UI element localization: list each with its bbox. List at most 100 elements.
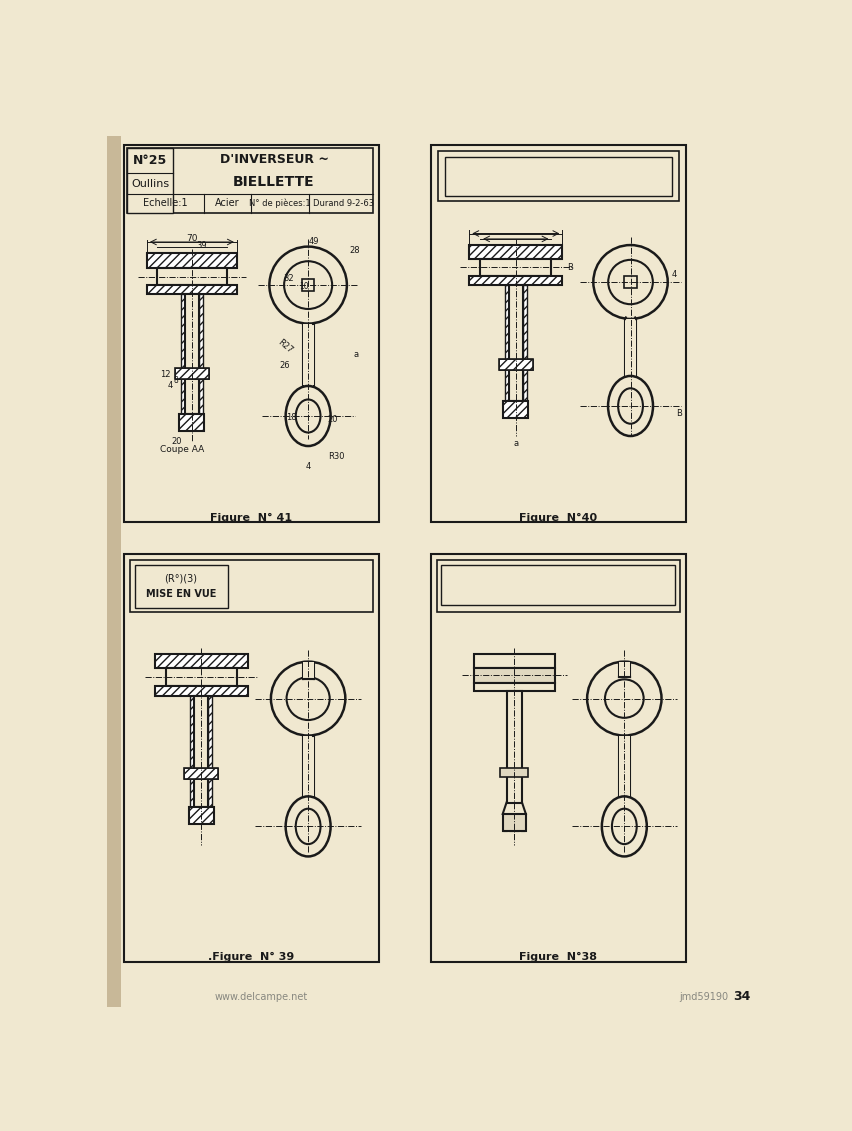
Text: 28: 28 — [349, 245, 360, 254]
Text: (R°)(3): (R°)(3) — [164, 573, 198, 584]
Bar — [194, 696, 208, 808]
Bar — [154, 687, 247, 696]
Bar — [208, 696, 212, 808]
Text: 49: 49 — [308, 238, 320, 247]
Text: 18: 18 — [285, 413, 296, 422]
Bar — [124, 145, 379, 523]
Bar — [480, 259, 551, 276]
Bar — [444, 157, 671, 196]
Bar — [147, 285, 237, 294]
Bar — [154, 654, 247, 667]
Text: 39: 39 — [196, 241, 206, 250]
Circle shape — [286, 677, 330, 720]
Bar — [127, 148, 173, 214]
Bar — [438, 152, 678, 201]
Bar — [147, 252, 237, 268]
Bar — [522, 285, 526, 400]
Bar — [504, 285, 509, 400]
Text: 4: 4 — [671, 270, 676, 279]
Ellipse shape — [602, 796, 646, 856]
Circle shape — [271, 662, 345, 735]
Bar — [619, 662, 629, 677]
Bar — [522, 285, 526, 400]
Bar — [624, 276, 636, 288]
Text: D'INVERSEUR ~: D'INVERSEUR ~ — [219, 153, 328, 166]
Text: B: B — [567, 262, 573, 271]
Bar — [469, 276, 561, 285]
Bar — [188, 808, 213, 824]
Bar — [504, 285, 509, 400]
Ellipse shape — [285, 386, 331, 446]
Bar — [469, 245, 561, 259]
Text: 20: 20 — [327, 415, 337, 424]
Bar — [184, 768, 218, 778]
Text: 4: 4 — [305, 461, 310, 470]
Bar — [436, 560, 679, 612]
Bar — [430, 554, 686, 962]
Bar — [147, 252, 237, 268]
Bar — [190, 696, 194, 808]
Bar — [506, 691, 521, 803]
Text: 26: 26 — [279, 362, 290, 371]
Text: Figure  N°38: Figure N°38 — [519, 952, 596, 962]
Text: 12: 12 — [160, 370, 170, 379]
Bar — [127, 148, 373, 214]
Bar — [179, 414, 204, 431]
Bar — [474, 667, 554, 683]
Bar — [302, 279, 314, 292]
Text: Coupe AA: Coupe AA — [160, 444, 204, 454]
Text: MISE EN VUE: MISE EN VUE — [146, 589, 216, 599]
Text: www.delcampe.net: www.delcampe.net — [215, 992, 308, 1002]
Text: 70: 70 — [186, 234, 198, 243]
Text: Echelle:1: Echelle:1 — [143, 198, 187, 208]
Text: R27: R27 — [275, 338, 294, 355]
Bar — [157, 268, 227, 285]
Bar — [625, 319, 636, 377]
Bar — [190, 696, 194, 808]
Text: a: a — [354, 349, 359, 359]
Bar — [199, 294, 203, 414]
Bar — [147, 285, 237, 294]
Bar — [498, 359, 532, 370]
Text: jmd59190: jmd59190 — [678, 992, 727, 1002]
Bar — [503, 400, 527, 417]
Bar — [175, 369, 209, 379]
Text: BIELLETTE: BIELLETTE — [233, 175, 314, 189]
Bar — [474, 683, 554, 691]
Bar — [181, 294, 185, 414]
Bar — [302, 323, 314, 386]
Text: 20: 20 — [171, 437, 181, 446]
Bar — [469, 245, 561, 259]
Bar — [124, 554, 379, 962]
Ellipse shape — [618, 388, 642, 424]
Text: 32: 32 — [283, 275, 294, 284]
Ellipse shape — [285, 796, 331, 856]
Text: 8: 8 — [174, 377, 179, 385]
Circle shape — [284, 261, 331, 309]
Circle shape — [604, 680, 643, 718]
Bar — [135, 564, 227, 607]
Ellipse shape — [296, 809, 320, 844]
Bar — [130, 560, 373, 612]
Text: N° de pièces:1: N° de pièces:1 — [249, 199, 311, 208]
Text: .Figure  N° 39: .Figure N° 39 — [208, 952, 294, 962]
Bar — [498, 359, 532, 370]
Ellipse shape — [607, 375, 653, 437]
Circle shape — [586, 662, 661, 735]
Text: B: B — [675, 409, 681, 418]
Bar — [199, 294, 203, 414]
Bar — [165, 667, 237, 687]
Text: Durand 9-2-63: Durand 9-2-63 — [313, 199, 374, 208]
Text: R30: R30 — [327, 452, 344, 461]
Bar — [188, 808, 213, 824]
Text: Oullins: Oullins — [131, 179, 169, 189]
Bar — [509, 285, 522, 400]
Bar — [302, 735, 314, 795]
Bar — [440, 564, 675, 605]
Bar — [619, 735, 629, 795]
Text: Figure  N°40: Figure N°40 — [519, 512, 596, 523]
Ellipse shape — [296, 399, 320, 432]
Bar — [379, 136, 430, 1007]
Bar — [154, 687, 247, 696]
Circle shape — [269, 247, 347, 323]
